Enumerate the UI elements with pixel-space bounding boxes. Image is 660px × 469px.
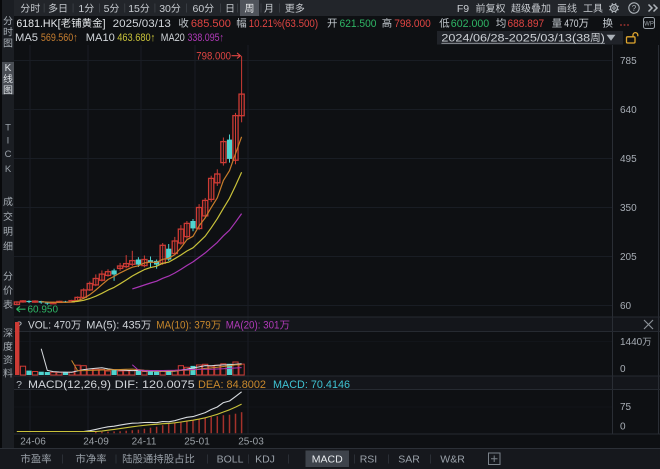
svg-text:?: ? [16, 379, 22, 391]
svg-text:785: 785 [620, 56, 637, 67]
svg-text:0: 0 [620, 364, 626, 375]
svg-text:I: I [7, 136, 10, 147]
svg-text:MA(5): 435: MA(5): 435 [86, 320, 141, 332]
svg-text:24-11: 24-11 [132, 437, 157, 448]
svg-text:W&R: W&R [440, 454, 465, 466]
svg-text:6181.HK[: 6181.HK[ [16, 18, 60, 30]
svg-text:2024/06/28-2025/03/13(38: 2024/06/28-2025/03/13(38 [441, 32, 590, 44]
svg-text:24-06: 24-06 [20, 437, 46, 448]
svg-text:): ) [601, 32, 605, 44]
svg-text:MA(10): 379: MA(10): 379 [156, 320, 211, 332]
svg-text:60: 60 [193, 3, 205, 15]
svg-text:2025/03/13: 2025/03/13 [113, 18, 171, 30]
svg-text:5: 5 [104, 3, 110, 15]
svg-text:MACD: MACD [312, 454, 343, 466]
svg-text:205: 205 [620, 252, 637, 263]
svg-text:25-03: 25-03 [238, 437, 264, 448]
svg-text:C: C [5, 149, 12, 160]
svg-text:75: 75 [620, 402, 632, 413]
svg-text:K: K [5, 63, 12, 74]
svg-text:685.500: 685.500 [191, 18, 231, 30]
svg-text:KDJ: KDJ [255, 454, 275, 466]
svg-text:VOL: 470: VOL: 470 [28, 320, 71, 332]
svg-text:569.560↑: 569.560↑ [41, 32, 78, 44]
svg-text:15: 15 [128, 3, 140, 15]
svg-text:]: ] [103, 18, 106, 30]
svg-text:798.000: 798.000 [394, 18, 431, 30]
svg-text:0: 0 [620, 422, 626, 433]
svg-text:25-01: 25-01 [184, 437, 210, 448]
svg-text:?: ? [632, 4, 637, 13]
svg-text:350: 350 [620, 203, 637, 214]
svg-text:495: 495 [620, 154, 637, 165]
svg-text:602.000: 602.000 [451, 18, 489, 30]
svg-text:1440: 1440 [620, 337, 643, 348]
svg-text:10.21%(63.500): 10.21%(63.500) [249, 18, 318, 30]
svg-text:SAR: SAR [398, 454, 420, 466]
svg-text:470: 470 [564, 18, 578, 30]
svg-text:798.000: 798.000 [196, 50, 231, 62]
svg-text:60: 60 [620, 301, 632, 312]
svg-text:30: 30 [159, 3, 171, 15]
svg-text:338.095↑: 338.095↑ [188, 32, 225, 44]
svg-text:621.500: 621.500 [340, 18, 377, 30]
svg-text:1: 1 [78, 3, 84, 15]
svg-text:WP: WP [644, 21, 654, 27]
svg-text:MA5: MA5 [15, 32, 38, 44]
svg-text:688.897: 688.897 [508, 18, 545, 30]
svg-text:640: 640 [620, 105, 637, 116]
svg-text:60.950: 60.950 [28, 304, 59, 316]
svg-text:MACD(12,26,9): MACD(12,26,9) [28, 379, 111, 391]
svg-text:MA20: MA20 [161, 32, 185, 44]
svg-text:463.680↑: 463.680↑ [117, 32, 155, 44]
svg-text:T: T [5, 122, 11, 133]
svg-text:24-09: 24-09 [83, 437, 109, 448]
svg-text:MACD: 70.4146: MACD: 70.4146 [273, 379, 350, 391]
svg-text:DIF: 120.0075: DIF: 120.0075 [115, 379, 195, 391]
svg-text:BOLL: BOLL [217, 454, 244, 466]
svg-text:DEA: 84.8002: DEA: 84.8002 [198, 379, 266, 391]
svg-text:F9: F9 [457, 3, 469, 15]
svg-text:K: K [5, 164, 12, 175]
svg-text:RSI: RSI [360, 454, 378, 466]
svg-text:MA10: MA10 [86, 32, 115, 44]
svg-text:MA(20): 301: MA(20): 301 [226, 320, 280, 332]
